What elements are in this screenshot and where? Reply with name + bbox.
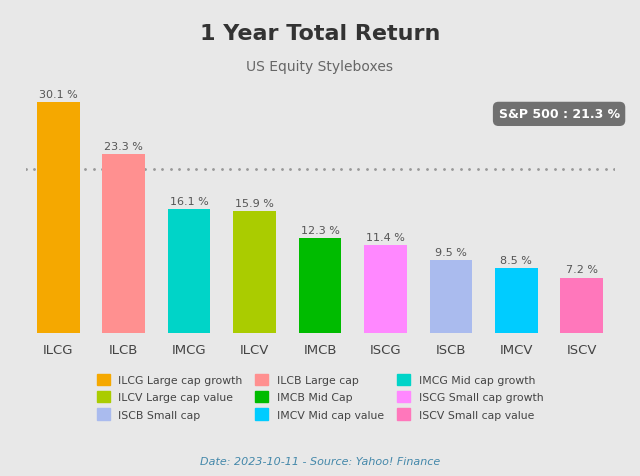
Bar [429, 260, 472, 333]
Text: 11.4 %: 11.4 % [366, 233, 405, 243]
Bar [561, 278, 603, 333]
Text: 23.3 %: 23.3 % [104, 141, 143, 151]
Text: 12.3 %: 12.3 % [301, 226, 339, 236]
Bar [299, 239, 341, 333]
Bar [234, 211, 276, 333]
Text: S&P 500 : 21.3 %: S&P 500 : 21.3 % [499, 108, 620, 121]
Text: 16.1 %: 16.1 % [170, 197, 209, 207]
Text: 7.2 %: 7.2 % [566, 265, 598, 275]
Text: US Equity Styleboxes: US Equity Styleboxes [246, 60, 394, 73]
Bar [102, 155, 145, 333]
Bar [495, 268, 538, 333]
Bar [364, 246, 406, 333]
Text: 1 Year Total Return: 1 Year Total Return [200, 24, 440, 44]
Text: 30.1 %: 30.1 % [39, 89, 77, 99]
Text: 8.5 %: 8.5 % [500, 255, 532, 265]
Bar [168, 210, 211, 333]
Text: Date: 2023-10-11 - Source: Yahoo! Finance: Date: 2023-10-11 - Source: Yahoo! Financ… [200, 456, 440, 466]
Text: 15.9 %: 15.9 % [235, 198, 274, 208]
Bar [37, 102, 79, 333]
Text: 9.5 %: 9.5 % [435, 248, 467, 258]
Legend: ILCG Large cap growth, ILCV Large cap value, ISCB Small cap, ILCB Large cap, IMC: ILCG Large cap growth, ILCV Large cap va… [93, 371, 547, 423]
